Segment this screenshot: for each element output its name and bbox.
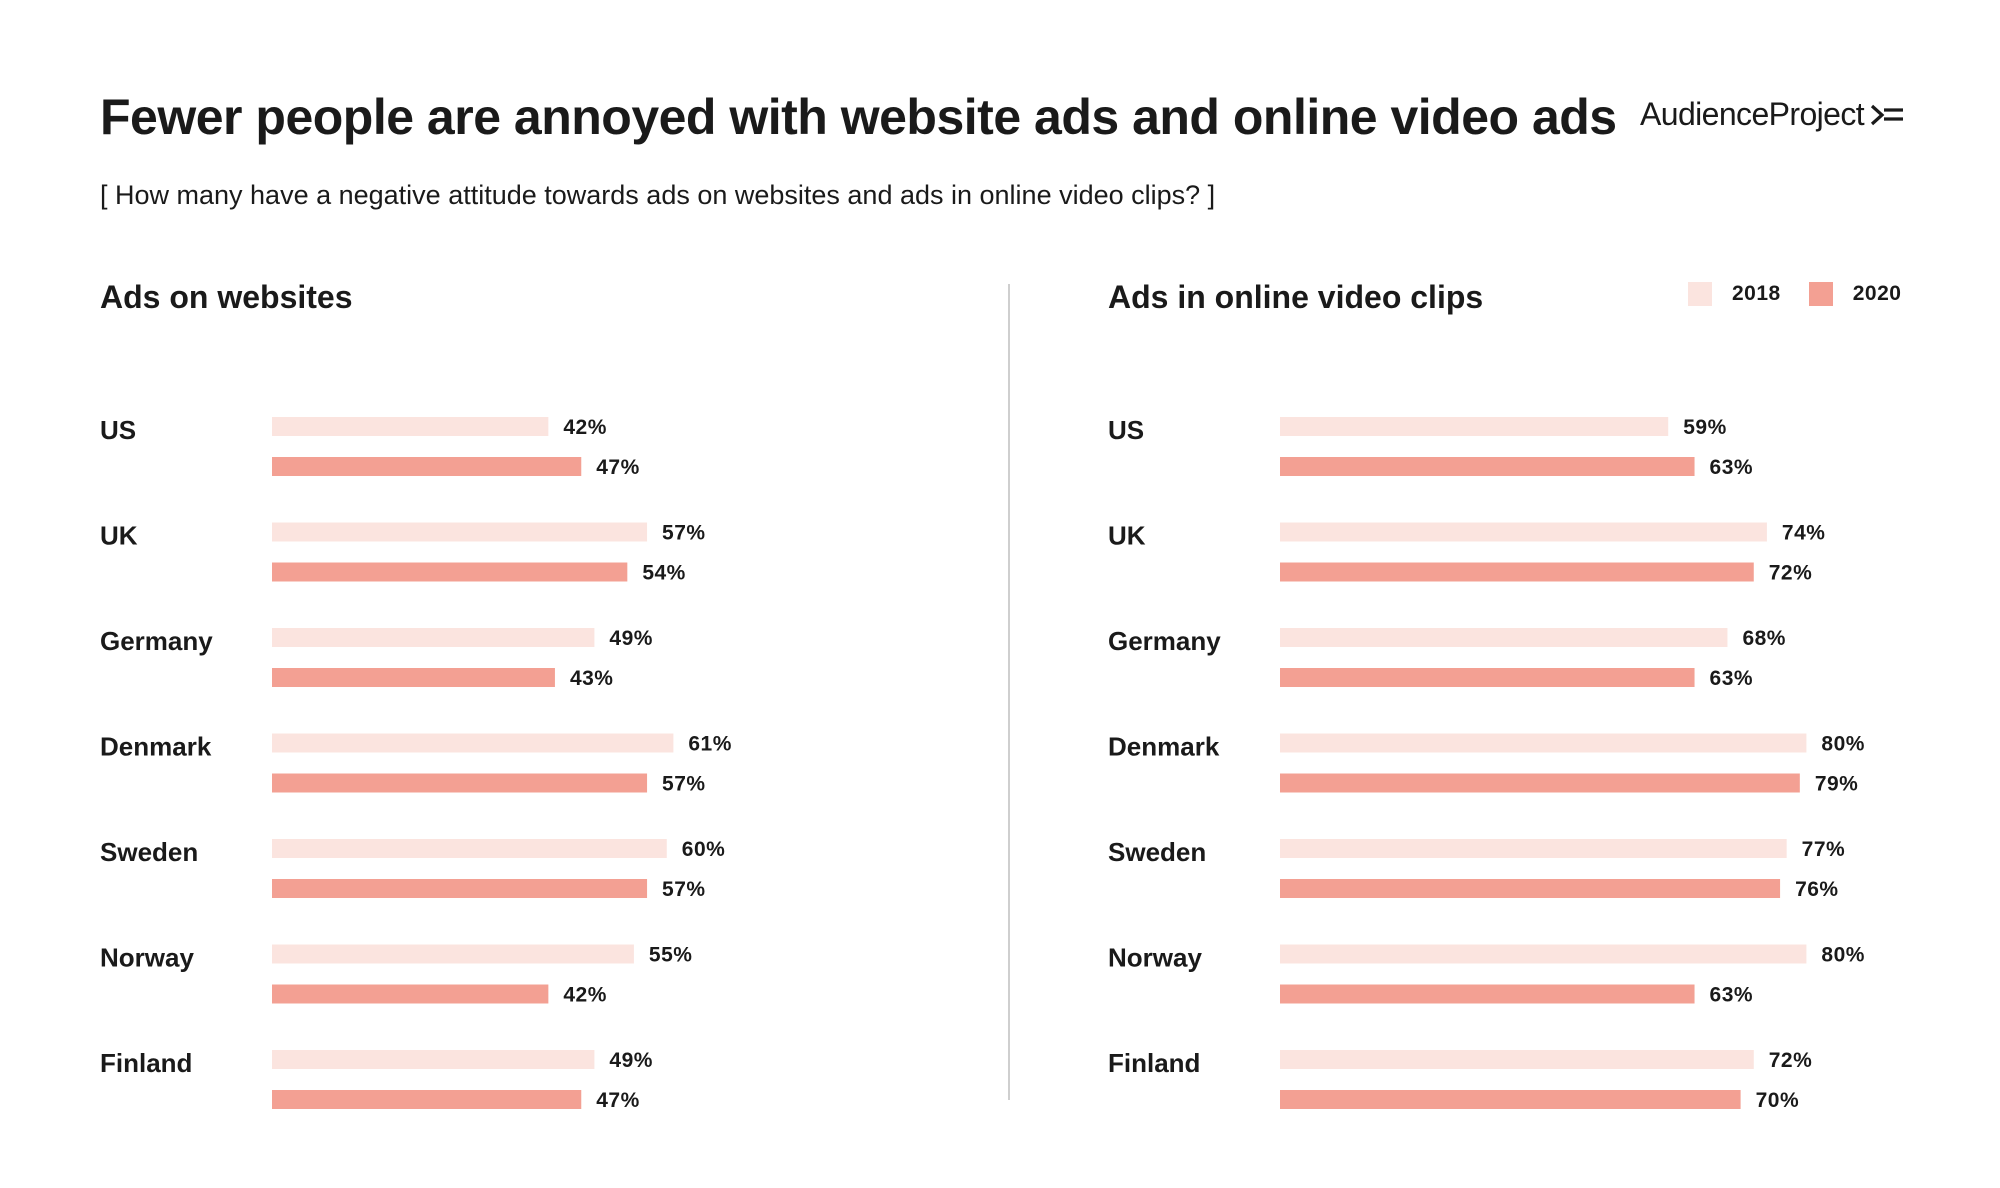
bar-denmark-2020 xyxy=(272,773,648,793)
brand-name: AudienceProject xyxy=(1640,96,1865,132)
value-label-uk-2020: 54% xyxy=(642,562,686,585)
category-label-norway: Norway xyxy=(1108,943,1202,973)
bar-uk-2018 xyxy=(1280,522,1767,542)
legend-swatch-2018 xyxy=(1688,282,1712,306)
bar-uk-2020 xyxy=(272,562,628,582)
value-label-norway-2018: 80% xyxy=(1821,944,1865,967)
bar-germany-2018 xyxy=(1280,628,1728,647)
bar-finland-2020 xyxy=(1280,1090,1741,1109)
category-label-norway: Norway xyxy=(100,943,194,973)
value-label-finland-2018: 49% xyxy=(609,1049,653,1072)
value-label-norway-2020: 63% xyxy=(1710,984,1754,1007)
category-label-germany: Germany xyxy=(100,626,213,656)
bar-us-2020 xyxy=(1280,457,1695,476)
value-label-us-2018: 42% xyxy=(563,416,607,439)
category-label-denmark: Denmark xyxy=(100,732,212,762)
value-label-us-2020: 47% xyxy=(596,456,640,479)
bar-norway-2020 xyxy=(272,984,549,1004)
bar-germany-2020 xyxy=(272,668,555,687)
bar-us-2020 xyxy=(272,457,582,476)
value-label-finland-2020: 70% xyxy=(1756,1089,1800,1112)
value-label-denmark-2020: 57% xyxy=(662,773,706,796)
category-label-uk: UK xyxy=(1108,521,1146,551)
chart-legend: 2018 2020 xyxy=(1688,282,1901,306)
value-label-us-2020: 63% xyxy=(1710,456,1754,479)
value-label-sweden-2018: 60% xyxy=(682,838,726,861)
legend-swatch-2020 xyxy=(1808,282,1833,306)
audienceproject-mark-icon xyxy=(1870,104,1904,126)
value-label-germany-2020: 43% xyxy=(570,667,614,690)
legend-item-2020: 2020 xyxy=(1808,282,1902,306)
bar-sweden-2018 xyxy=(272,839,667,858)
bar-us-2018 xyxy=(272,417,549,436)
bar-sweden-2020 xyxy=(272,879,648,898)
bar-sweden-2018 xyxy=(1280,839,1787,858)
category-label-finland: Finland xyxy=(1108,1048,1200,1078)
category-label-sweden: Sweden xyxy=(1108,837,1206,867)
category-label-germany: Germany xyxy=(1108,626,1221,656)
bar-denmark-2018 xyxy=(272,733,674,753)
chart-title: Fewer people are annoyed with website ad… xyxy=(100,89,1617,145)
legend-item-2018: 2018 xyxy=(1688,282,1781,306)
panel-ads-in-online-video-clips: Ads in online video clips US 59% 63% UK 74% 72… xyxy=(1108,279,1865,1112)
value-label-sweden-2020: 57% xyxy=(662,878,706,901)
panel-title: Ads on websites xyxy=(100,279,353,315)
bar-denmark-2020 xyxy=(1280,773,1800,793)
panel-title: Ads in online video clips xyxy=(1108,279,1483,315)
value-label-us-2018: 59% xyxy=(1683,416,1727,439)
legend-label-2020: 2020 xyxy=(1852,282,1902,305)
bar-germany-2018 xyxy=(272,628,595,647)
category-label-us: US xyxy=(1108,415,1144,445)
bar-finland-2020 xyxy=(272,1090,582,1109)
value-label-uk-2018: 57% xyxy=(662,522,706,545)
value-label-norway-2018: 55% xyxy=(649,944,693,967)
value-label-finland-2018: 72% xyxy=(1769,1049,1813,1072)
legend-label-2018: 2018 xyxy=(1732,282,1781,305)
bar-denmark-2018 xyxy=(1280,733,1807,753)
category-label-uk: UK xyxy=(100,521,138,551)
brand-logo: AudienceProject xyxy=(1640,96,1904,133)
bar-norway-2018 xyxy=(1280,944,1807,964)
value-label-germany-2018: 49% xyxy=(609,627,653,650)
bar-finland-2018 xyxy=(272,1050,595,1069)
bar-norway-2018 xyxy=(272,944,634,964)
category-label-denmark: Denmark xyxy=(1108,732,1220,762)
bar-norway-2020 xyxy=(1280,984,1695,1004)
value-label-sweden-2020: 76% xyxy=(1795,878,1839,901)
bar-finland-2018 xyxy=(1280,1050,1754,1069)
value-label-denmark-2018: 61% xyxy=(688,733,732,756)
value-label-uk-2018: 74% xyxy=(1782,522,1826,545)
value-label-sweden-2018: 77% xyxy=(1802,838,1846,861)
chart-subtitle: [ How many have a negative attitude towa… xyxy=(100,180,1216,210)
category-label-us: US xyxy=(100,415,136,445)
value-label-finland-2020: 47% xyxy=(596,1089,640,1112)
bar-uk-2020 xyxy=(1280,562,1754,582)
bar-sweden-2020 xyxy=(1280,879,1781,898)
value-label-denmark-2018: 80% xyxy=(1821,733,1865,756)
value-label-germany-2018: 68% xyxy=(1742,627,1786,650)
bar-germany-2020 xyxy=(1280,668,1695,687)
panel-ads-on-websites: Ads on websites US 42% 47% UK 57% 54% Germany 49… xyxy=(100,279,732,1112)
value-label-germany-2020: 63% xyxy=(1710,667,1754,690)
value-label-uk-2020: 72% xyxy=(1769,562,1813,585)
bar-uk-2018 xyxy=(272,522,648,542)
bar-us-2018 xyxy=(1280,417,1669,436)
category-label-sweden: Sweden xyxy=(100,837,198,867)
value-label-norway-2020: 42% xyxy=(563,984,607,1007)
value-label-denmark-2020: 79% xyxy=(1815,773,1859,796)
category-label-finland: Finland xyxy=(100,1048,192,1078)
